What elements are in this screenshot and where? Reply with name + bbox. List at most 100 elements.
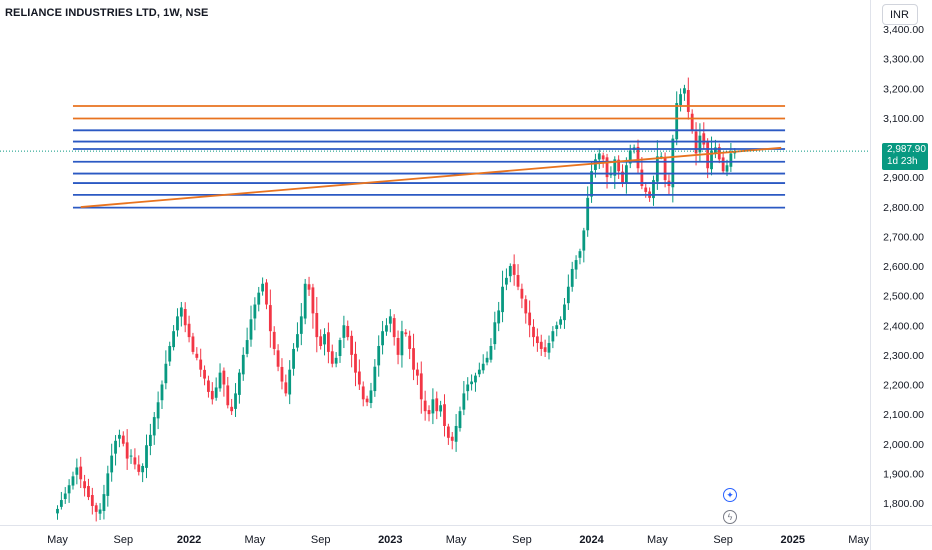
candle-body [563, 304, 566, 321]
candle-body [315, 312, 319, 338]
y-tick-label: 2,400.00 [883, 320, 924, 332]
candle-body [497, 310, 501, 324]
candle-body [354, 353, 357, 373]
candle-body [156, 402, 160, 419]
candle-body [253, 304, 257, 319]
candle-body [706, 142, 710, 169]
candle-body [125, 442, 129, 459]
y-tick-label: 3,300.00 [883, 54, 924, 66]
candle-body [288, 369, 292, 395]
candle-body [210, 390, 214, 400]
y-tick-label: 3,200.00 [883, 83, 924, 95]
candle-body [357, 371, 361, 385]
candle-body [183, 309, 187, 326]
candle-body [303, 283, 307, 319]
candle-body [435, 398, 439, 412]
candle-body [342, 325, 346, 338]
candle-body [237, 372, 241, 395]
candle-body [547, 343, 551, 353]
candle-body [663, 157, 667, 181]
candle-body [172, 331, 175, 348]
candle-body [396, 338, 400, 355]
candle-body [470, 381, 473, 385]
candle-body [543, 347, 547, 352]
candle-body [570, 268, 574, 287]
y-tick-label: 1,900.00 [883, 468, 924, 480]
chart-title: RELIANCE INDUSTRIES LTD, 1W, NSE [5, 7, 209, 19]
candle-body [230, 406, 234, 412]
candle-body [137, 464, 141, 472]
x-tick-label: 2022 [177, 534, 201, 546]
candle-body [566, 286, 570, 304]
candle-body [319, 336, 323, 346]
candle-body [203, 369, 206, 379]
candle-body [485, 357, 489, 363]
candle-body [621, 171, 624, 184]
candle-body [373, 366, 377, 392]
candle-body [71, 476, 75, 486]
last-price-value: 2,987.90 [887, 144, 926, 155]
candle-body [98, 509, 102, 514]
candle-body [698, 135, 702, 153]
candle-body [121, 435, 125, 444]
currency-selector[interactable]: INR [882, 4, 918, 25]
candle-body [195, 353, 199, 358]
x-tick-label: Sep [713, 534, 733, 546]
candle-body [450, 436, 454, 441]
trendline [80, 146, 782, 208]
candle-body [655, 156, 659, 182]
candle-body [268, 305, 272, 332]
candle-body [350, 335, 354, 355]
candle-body [640, 169, 644, 187]
candle-body [408, 335, 412, 349]
candle-body [106, 473, 110, 496]
candle-body [296, 334, 299, 348]
candle-body [721, 157, 725, 172]
candle-body [160, 384, 164, 401]
candle-body [594, 159, 597, 170]
y-tick-label: 2,800.00 [883, 202, 924, 214]
candle-body [520, 288, 524, 299]
candle-body [75, 467, 79, 475]
x-tick-label: May [47, 534, 68, 546]
candle-body [152, 417, 156, 436]
candle-body [234, 393, 237, 409]
candle-body [365, 398, 369, 403]
candle-body [419, 373, 423, 400]
candle-body [129, 455, 133, 457]
candle-body [555, 325, 559, 329]
add-plus-icon[interactable]: ✦ [723, 488, 737, 502]
candle-body [454, 425, 458, 442]
candle-body [67, 485, 71, 494]
candle-body [168, 345, 172, 362]
candle-body [683, 88, 686, 94]
candle-body [462, 393, 466, 410]
candle-body [489, 345, 493, 360]
candle-body [59, 500, 63, 507]
candle-body [535, 336, 539, 344]
candle-body [323, 334, 326, 345]
candle-body [241, 354, 245, 375]
candle-body [613, 159, 617, 176]
candle-body [582, 230, 586, 251]
candle-body [505, 277, 508, 285]
candle-body [392, 318, 396, 338]
candle-body [474, 375, 477, 383]
candle-body [601, 155, 605, 160]
x-tick-label: May [244, 534, 265, 546]
candle-body [512, 264, 516, 275]
candle-body [207, 380, 210, 392]
candle-body [90, 495, 94, 506]
y-tick-label: 3,100.00 [883, 113, 924, 125]
candle-body [176, 316, 179, 331]
lightning-icon[interactable]: ϟ [723, 510, 737, 524]
x-tick-label: May [848, 534, 869, 546]
candle-body [218, 372, 222, 389]
candle-body [79, 466, 83, 480]
candle-body [257, 292, 261, 305]
candle-body [187, 323, 191, 338]
candle-body [164, 363, 168, 384]
y-tick-label: 1,800.00 [883, 498, 924, 510]
